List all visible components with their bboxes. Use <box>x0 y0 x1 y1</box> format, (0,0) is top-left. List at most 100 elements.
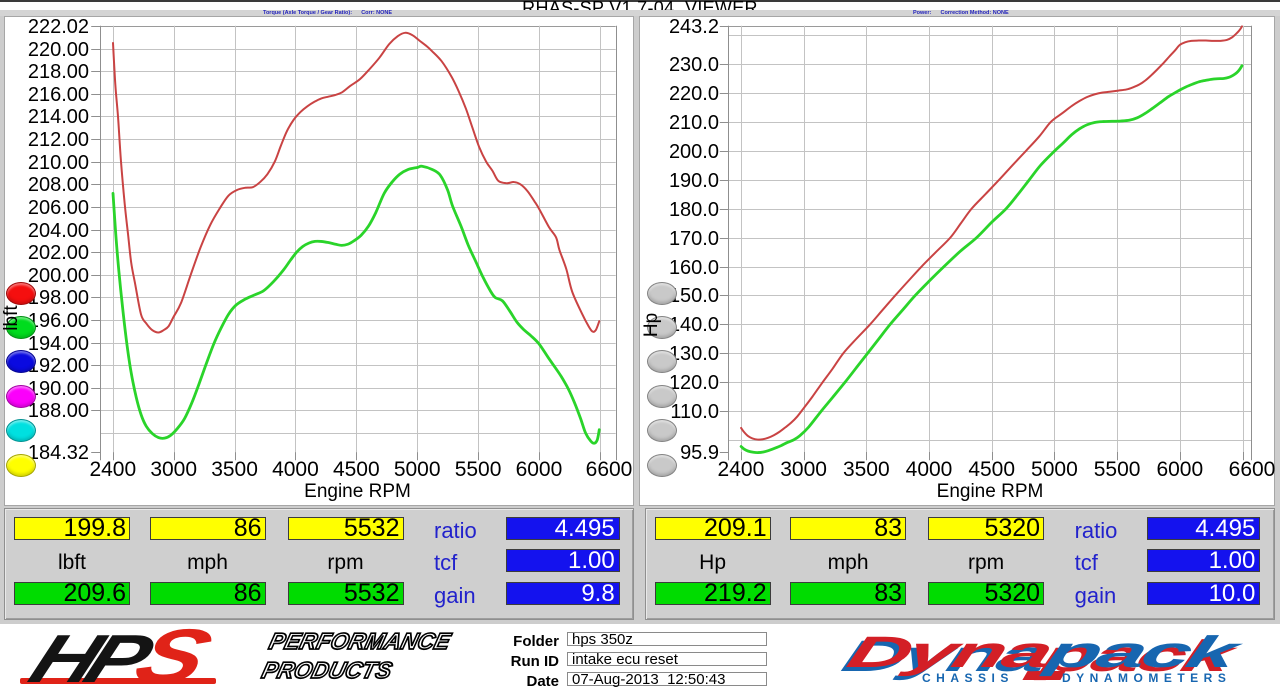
readout-bottom-value: 83 <box>790 581 907 606</box>
readout-param-value: 1.00 <box>506 548 620 573</box>
torque-legend-button-2[interactable] <box>6 315 36 339</box>
torque-y-tick-label: 216.00 <box>27 83 89 106</box>
power-legend-button-3[interactable] <box>646 350 677 374</box>
torque-x-tick-label: 5000 <box>393 458 441 481</box>
torque-y-tick-label: 212.00 <box>27 129 89 152</box>
power-y-tick-label: 210.0 <box>668 111 719 134</box>
dynapack-pack: pack <box>1040 628 1241 677</box>
footer: HPS PERFORMANCE PRODUCTS Folder hps 350z… <box>0 614 1280 699</box>
power-caption: Power: Correction Method: NONE <box>913 9 1009 16</box>
torque-caption: Torque (Axle Torque / Gear Ratio): Corr:… <box>263 9 393 16</box>
date-input[interactable]: 07-Aug-2013 12:50:43 <box>567 672 767 687</box>
power-y-tick-label: 170.0 <box>668 227 719 250</box>
readout-bottom-value: 5532 <box>287 581 404 606</box>
power-x-tick-label: 3000 <box>780 458 827 481</box>
power-y-tick-label: 220.0 <box>668 82 719 105</box>
caption-band: Torque (Axle Torque / Gear Ratio): Corr:… <box>0 10 1280 16</box>
runid-label: Run ID <box>510 653 559 670</box>
torque-y-tick-label: 210.00 <box>27 151 89 174</box>
torque-legend-button-6[interactable] <box>6 453 36 477</box>
power-x-tick-label: 6000 <box>1156 458 1204 481</box>
readout-top-value: 5532 <box>287 516 404 541</box>
torque-xlabel: Engine RPM <box>304 481 411 502</box>
power-legend-button-1[interactable] <box>646 281 677 305</box>
torque-y-tick-label: 194.00 <box>27 332 89 355</box>
power-y-tick-label: 95.9 <box>680 441 719 464</box>
folder-input[interactable]: hps 350z <box>567 632 767 647</box>
power-legend-button-2[interactable] <box>646 315 677 339</box>
readout-param-value: 4.495 <box>506 516 620 541</box>
power-x-tick-label: 4500 <box>968 458 1016 481</box>
clipped-menu-line <box>0 0 1280 2</box>
torque-legend-button-4[interactable] <box>6 384 36 408</box>
power-y-tick-label: 140.0 <box>668 314 719 337</box>
readout-unit-label: rpm <box>968 551 1005 574</box>
readout-top-value: 83 <box>790 516 907 541</box>
readout-param-label: ratio <box>1074 518 1118 543</box>
power-x-tick-label: 5000 <box>1031 458 1078 481</box>
power-x-tick-label: 3500 <box>842 458 890 481</box>
torque-x-tick-label: 4500 <box>332 458 380 481</box>
power-y-tick-label: 110.0 <box>670 401 719 424</box>
runid-input[interactable]: intake ecu reset <box>567 652 767 667</box>
torque-y-tick-label: 190.00 <box>27 377 89 400</box>
dynapack-chassis: CHASSIS <box>922 671 1014 685</box>
dynapack-dyna: Dyna <box>841 628 1056 677</box>
torque-y-tick-label: 196.00 <box>27 310 89 332</box>
power-xlabel: Engine RPM <box>936 481 1044 502</box>
readout-param-label: gain <box>434 583 476 609</box>
torque-legend-button-5[interactable] <box>6 419 36 443</box>
torque-x-tick-label: 5500 <box>454 458 502 481</box>
torque-x-tick-label: 4000 <box>272 458 319 481</box>
torque-y-tick-label: 188.00 <box>27 400 89 423</box>
readout-param-value: 9.8 <box>506 581 620 606</box>
readout-unit-label: Hp <box>699 551 727 574</box>
readout-top-value: 209.1 <box>654 516 771 541</box>
readout-bottom-value: 5320 <box>928 581 1045 606</box>
date-label: Date <box>526 673 559 690</box>
folder-label: Folder <box>513 633 559 650</box>
torque-legend-button-3[interactable] <box>6 350 36 374</box>
torque-y-tick-label: 222.02 <box>27 15 89 38</box>
torque-chart-panel <box>4 16 634 506</box>
power-x-tick-label: 2400 <box>717 458 765 481</box>
hps-products: PRODUCTS <box>258 656 395 684</box>
readout-param-value: 1.00 <box>1147 548 1261 573</box>
torque-legend-button-1[interactable] <box>6 281 36 305</box>
torque-y-tick-label: 214.00 <box>27 106 89 129</box>
readout-param-value: 10.0 <box>1147 581 1261 606</box>
torque-y-tick-label: 204.00 <box>27 219 89 242</box>
power-y-tick-label: 190.0 <box>668 169 719 192</box>
readout-unit-label: mph <box>187 551 228 574</box>
readout-top-value: 86 <box>149 516 266 541</box>
readout-top-value: 199.8 <box>14 516 130 541</box>
dynapack-logo: Dynapack <box>841 628 1240 677</box>
torque-y-tick-label: 200.00 <box>27 264 89 287</box>
power-y-tick-label: 230.0 <box>668 53 719 76</box>
readout-param-value: 4.495 <box>1147 516 1261 541</box>
readout-param-label: ratio <box>434 518 477 543</box>
readout-unit-label: mph <box>827 551 869 574</box>
readout-param-label: gain <box>1074 583 1117 609</box>
hps-logo-text: PERFORMANCE PRODUCTS <box>258 627 454 685</box>
torque-y-tick-label: 198.00 <box>27 287 89 310</box>
torque-x-tick-label: 3500 <box>211 458 258 481</box>
torque-y-tick-label: 184.32 <box>27 442 89 465</box>
hps-logo-swoosh <box>20 678 216 684</box>
readout-param-label: tcf <box>434 549 458 575</box>
power-x-tick-label: 6600 <box>1228 458 1276 481</box>
power-y-tick-label: 160.0 <box>668 256 719 279</box>
power-x-tick-label: 5500 <box>1093 458 1141 481</box>
power-legend-button-4[interactable] <box>646 384 677 408</box>
readout-param-label: tcf <box>1074 549 1098 575</box>
power-legend-button-5[interactable] <box>646 419 677 443</box>
power-legend-button-6[interactable] <box>646 453 677 477</box>
readout-unit-label: rpm <box>327 551 364 574</box>
torque-y-tick-label: 220.00 <box>27 38 89 61</box>
readout-top-value: 5320 <box>928 516 1045 541</box>
torque-y-tick-label: 218.00 <box>27 61 89 84</box>
hps-logo: HPS <box>19 614 214 699</box>
torque-x-tick-label: 2400 <box>89 458 137 481</box>
power-y-tick-label: 180.0 <box>668 198 719 221</box>
